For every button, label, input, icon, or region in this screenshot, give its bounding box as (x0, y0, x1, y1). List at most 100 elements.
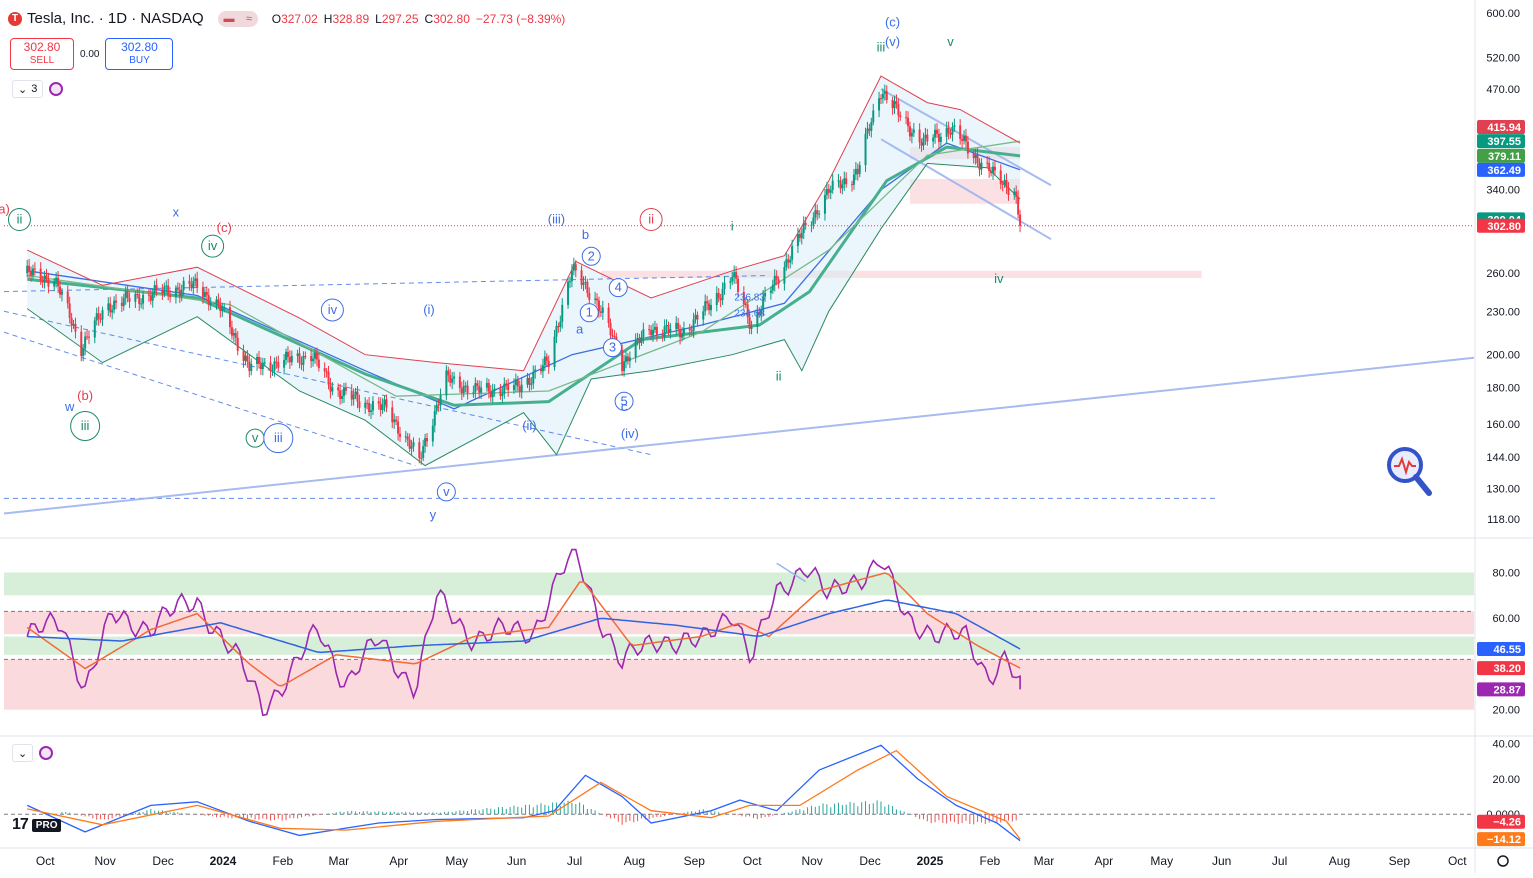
candle-body (518, 386, 521, 392)
chart-type-toggle[interactable]: ▬ ≈ (217, 10, 258, 27)
candle-body (315, 352, 318, 360)
candle-body (910, 132, 913, 137)
candle-body (999, 170, 1002, 185)
candle-body (596, 298, 599, 301)
bar-icon[interactable]: ▬ (223, 12, 235, 25)
price-tick-label: 600.00 (1486, 8, 1520, 20)
candle-body (679, 328, 682, 338)
tradingview-logo[interactable]: 17 PRO (12, 816, 62, 834)
rsi-line (27, 599, 1021, 654)
wave-label: iii (877, 40, 886, 55)
candle-body (298, 353, 301, 364)
settings-gear-icon[interactable] (1497, 855, 1509, 867)
candle-body (57, 277, 60, 287)
wave-icon[interactable]: ≈ (245, 12, 252, 25)
rsi-value-label: 38.20 (1493, 663, 1521, 675)
wave-label-circle (436, 482, 456, 502)
wave-label: (c) (885, 14, 900, 29)
candle-body (84, 336, 87, 349)
candle-body (567, 281, 570, 305)
candle-body (437, 404, 440, 406)
wave-label-circle (70, 410, 101, 441)
candle-body (507, 383, 510, 391)
candle-body (242, 350, 245, 361)
buy-button[interactable]: 302.80 BUY (105, 38, 174, 70)
candle-body (750, 326, 753, 329)
sync-icon[interactable] (49, 82, 64, 96)
candle-body (597, 300, 600, 312)
candle-body (851, 184, 854, 186)
candle-body (313, 352, 316, 359)
candle-body (431, 425, 434, 442)
candle-body (818, 213, 821, 215)
candle-body (462, 386, 465, 394)
candle-body (601, 307, 604, 313)
candle-body (406, 436, 409, 440)
time-tick-label: 2025 (917, 854, 944, 868)
candle-body (1001, 184, 1004, 186)
symbol-title[interactable]: Tesla, Inc. · 1D · NASDAQ (27, 10, 204, 27)
candle-body (514, 379, 517, 386)
bollinger-lower (26, 162, 1021, 467)
rsi-value-box (1477, 661, 1525, 676)
candle-body (256, 356, 259, 364)
sell-button[interactable]: 302.80 SELL (10, 38, 74, 70)
rsi-value-box (1477, 682, 1525, 697)
candle-body (905, 117, 908, 119)
candle-body (451, 378, 454, 383)
candle-body (719, 298, 722, 301)
candle-body (690, 330, 693, 332)
candle-body (883, 91, 886, 94)
candle-body (489, 391, 492, 398)
candle-body (769, 290, 772, 293)
time-tick-label: Mar (329, 854, 350, 868)
candle-body (574, 264, 577, 271)
candle-body (798, 234, 801, 239)
time-tick-label: Sep (1389, 854, 1411, 868)
level-label: 236.83 (734, 293, 765, 304)
candle-body (1005, 180, 1008, 188)
candle-body (580, 270, 583, 285)
wave-label-circle (639, 208, 663, 232)
candle-body (207, 295, 210, 306)
candle-body (992, 166, 995, 174)
candle-body (370, 410, 373, 413)
candle-body (831, 180, 834, 190)
price-tick-label: 520.00 (1486, 53, 1520, 65)
candle-body (669, 329, 672, 333)
candle-body (878, 98, 881, 111)
candle-body (841, 184, 844, 189)
candle-body (136, 294, 139, 296)
candle-body (858, 165, 861, 174)
time-tick-label: Dec (152, 854, 173, 868)
time-tick-label: Mar (1034, 854, 1055, 868)
candle-body (932, 137, 935, 142)
candle-body (460, 388, 463, 394)
time-tick-label: Jun (1212, 854, 1231, 868)
candle-body (445, 370, 448, 396)
candle-body (176, 288, 179, 290)
candle-body (709, 305, 712, 311)
magnifier-chart-icon[interactable] (1385, 447, 1433, 497)
candle-body (493, 388, 496, 391)
candle-body (879, 98, 882, 100)
candle-body (980, 162, 983, 170)
candle-body (652, 329, 655, 336)
candle-body (628, 357, 631, 362)
indicators-toggle-button[interactable]: ⌄ 3 (12, 80, 44, 98)
rsi-value-label: 46.55 (1493, 644, 1521, 656)
rsi-tick-label: 20.00 (1492, 705, 1520, 717)
candle-body (395, 419, 398, 422)
wave-label: 5 (620, 393, 627, 408)
candle-body (653, 327, 656, 330)
sync-icon[interactable] (39, 746, 54, 760)
trendline (880, 138, 1052, 241)
candle-body (180, 289, 183, 297)
candle-body (976, 154, 979, 164)
macd-toggle-button[interactable]: ⌄ (12, 744, 34, 762)
rsi-band (4, 659, 1474, 710)
candle-body (458, 376, 461, 389)
time-tick-label: Apr (389, 854, 408, 868)
